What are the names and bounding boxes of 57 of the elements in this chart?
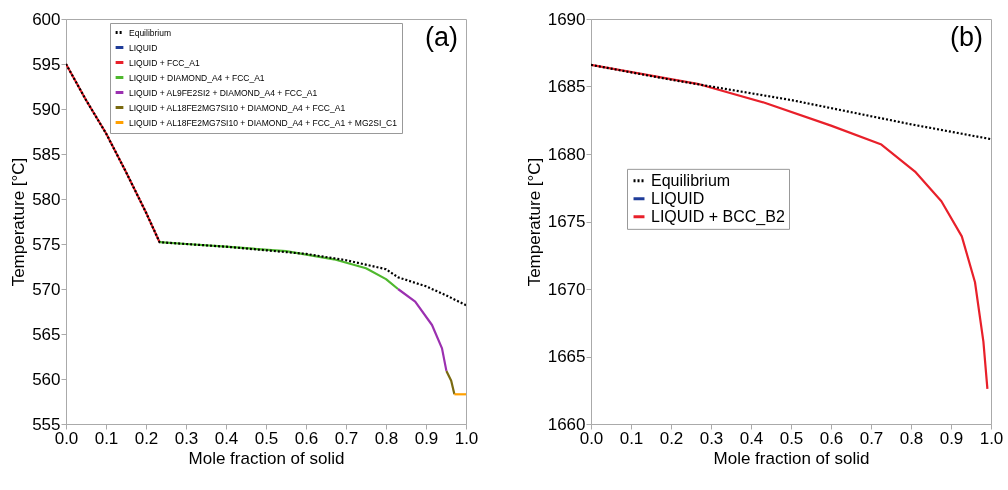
y-tick-label: 580 <box>32 189 61 209</box>
x-tick-label: 0.4 <box>739 428 764 448</box>
y-tick-label: 600 <box>32 9 61 29</box>
line-series <box>66 62 466 307</box>
legend-label: LIQUID + AL18FE2MG7SI10 + DIAMOND_A4 + FCC_A1 <box>129 102 346 113</box>
x-tick-label: 0.1 <box>619 428 644 448</box>
y-tick-label: 575 <box>32 234 61 254</box>
y-tick-label: 565 <box>32 324 61 344</box>
x-tick-label: 0.9 <box>939 428 964 448</box>
y-tick-label: 570 <box>32 279 61 299</box>
y-axis-title: Temperature [°C] <box>524 157 544 287</box>
y-axis-title: Temperature [°C] <box>9 157 29 287</box>
x-tick-label: 1.0 <box>979 428 1004 448</box>
line-series <box>158 241 400 291</box>
x-tick-label: 0.7 <box>859 428 884 448</box>
x-tick-label: 0.2 <box>134 428 159 448</box>
annotation: (b) <box>950 22 983 52</box>
y-tick-label: 1670 <box>547 279 586 299</box>
annotation: (a) <box>425 22 458 52</box>
x-tick-label: 0.3 <box>174 428 199 448</box>
x-tick-label: 0.8 <box>374 428 399 448</box>
line-series <box>591 63 989 390</box>
legend-label: LIQUID + BCC_B2 <box>651 207 785 226</box>
x-tick-label: 0.6 <box>819 428 844 448</box>
x-tick-label: 0.1 <box>94 428 119 448</box>
y-tick-label: 590 <box>32 99 61 119</box>
y-tick-label: 585 <box>32 144 61 164</box>
legend-label: LIQUID + AL9FE2SI2 + DIAMOND_A4 + FCC_A1 <box>129 87 318 98</box>
legend-label: LIQUID <box>651 189 705 207</box>
x-axis-title: Mole fraction of solid <box>188 448 345 468</box>
y-tick-label: 1675 <box>547 212 586 231</box>
x-tick-label: 0.6 <box>294 428 319 448</box>
x-tick-label: 0.7 <box>334 428 359 448</box>
line-series <box>396 287 448 372</box>
legend-label: Equilibrium <box>129 27 172 38</box>
x-tick-label: 0.9 <box>414 428 439 448</box>
x-tick-label: 1.0 <box>454 428 479 448</box>
y-tick-label: 560 <box>32 369 61 389</box>
x-tick-label: 0.3 <box>699 428 724 448</box>
y-tick-label: 595 <box>32 54 61 74</box>
x-tick-label: 0.5 <box>254 428 279 448</box>
line-series <box>66 62 161 244</box>
legend-label: LIQUID + AL18FE2MG7SI10 + DIAMOND_A4 + FCC_A1 + MG2SI_C1 <box>129 117 398 128</box>
legend-label: LIQUID <box>129 42 158 53</box>
x-tick-label: 0.4 <box>214 428 239 448</box>
y-tick-label: 1690 <box>547 9 586 29</box>
legend-label: LIQUID + FCC_A1 <box>129 57 200 68</box>
legend-label: Equilibrium <box>651 171 731 189</box>
x-tick-label: 0.8 <box>899 428 924 448</box>
y-tick-label: 1685 <box>547 77 586 96</box>
line-series <box>591 63 991 141</box>
x-tick-label: 0.2 <box>659 428 684 448</box>
x-axis-title: Mole fraction of solid <box>713 448 870 468</box>
y-tick-label: 1680 <box>547 144 586 164</box>
y-tick-label: 1665 <box>547 347 586 366</box>
legend-label: LIQUID + DIAMOND_A4 + FCC_A1 <box>129 72 265 83</box>
x-tick-label: 0.5 <box>779 428 804 448</box>
